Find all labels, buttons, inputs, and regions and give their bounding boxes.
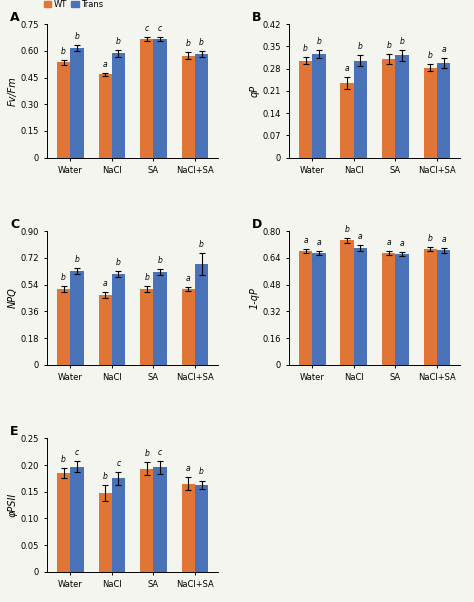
Y-axis label: 1-qP: 1-qP <box>250 287 260 309</box>
Bar <box>99 493 112 572</box>
Text: a: a <box>358 232 363 241</box>
Text: b: b <box>199 240 204 249</box>
Text: b: b <box>61 455 66 464</box>
Bar <box>140 39 154 158</box>
Bar <box>395 55 409 158</box>
Bar <box>112 479 125 572</box>
Text: b: b <box>199 38 204 47</box>
Text: c: c <box>158 448 162 457</box>
Bar <box>99 75 112 158</box>
Text: a: a <box>303 236 308 245</box>
Text: b: b <box>144 449 149 458</box>
Bar <box>112 275 125 365</box>
Text: a: a <box>103 279 108 288</box>
Text: a: a <box>345 64 349 73</box>
Text: b: b <box>157 256 163 265</box>
Text: b: b <box>199 468 204 477</box>
Text: b: b <box>103 473 108 482</box>
Text: a: a <box>441 45 446 54</box>
Bar <box>299 251 312 365</box>
Text: b: b <box>428 51 433 60</box>
Text: b: b <box>74 255 79 264</box>
Text: b: b <box>317 37 321 46</box>
Text: b: b <box>400 37 404 46</box>
Text: b: b <box>186 39 191 48</box>
Bar <box>57 473 70 572</box>
Bar <box>395 253 409 365</box>
Bar <box>70 48 83 158</box>
Bar <box>340 240 354 365</box>
Bar <box>182 55 195 158</box>
Y-axis label: Fv/Fm: Fv/Fm <box>8 76 18 106</box>
Text: a: a <box>103 60 108 69</box>
Text: b: b <box>386 42 391 51</box>
Bar <box>57 63 70 158</box>
Y-axis label: NPQ: NPQ <box>8 288 18 308</box>
Text: a: a <box>386 238 391 247</box>
Text: A: A <box>10 11 19 23</box>
Bar <box>140 469 154 572</box>
Text: b: b <box>61 47 66 56</box>
Bar <box>382 253 395 365</box>
Bar <box>312 54 326 158</box>
Bar <box>99 295 112 365</box>
Bar <box>154 272 167 365</box>
Text: b: b <box>428 234 433 243</box>
Bar <box>182 289 195 365</box>
Text: D: D <box>252 218 262 231</box>
Text: b: b <box>116 258 121 267</box>
Text: b: b <box>61 273 66 282</box>
Bar <box>112 54 125 158</box>
Bar <box>154 467 167 572</box>
Bar <box>424 249 437 365</box>
Bar <box>195 54 208 158</box>
Text: a: a <box>186 274 191 283</box>
Bar <box>70 467 83 572</box>
Text: a: a <box>186 464 191 473</box>
Bar <box>424 67 437 158</box>
Y-axis label: qP: qP <box>250 85 260 97</box>
Text: C: C <box>10 218 19 231</box>
Bar <box>70 272 83 365</box>
Bar <box>140 289 154 365</box>
Text: a: a <box>317 238 321 247</box>
Text: c: c <box>75 448 79 458</box>
Text: E: E <box>10 425 18 438</box>
Bar <box>195 264 208 365</box>
Text: b: b <box>358 42 363 51</box>
Bar <box>437 63 450 158</box>
Bar <box>57 289 70 365</box>
Text: b: b <box>303 44 308 53</box>
Text: a: a <box>441 235 446 244</box>
Bar <box>382 59 395 158</box>
Text: a: a <box>400 239 404 247</box>
Y-axis label: φPSII: φPSII <box>8 493 18 517</box>
Bar <box>195 485 208 572</box>
Text: c: c <box>116 459 120 468</box>
Bar <box>354 248 367 365</box>
Text: c: c <box>145 24 149 33</box>
Legend: WT, Trans: WT, Trans <box>43 0 104 10</box>
Text: b: b <box>345 225 350 234</box>
Bar <box>312 253 326 365</box>
Text: B: B <box>252 11 261 23</box>
Bar <box>354 61 367 158</box>
Bar <box>340 83 354 158</box>
Text: b: b <box>116 37 121 46</box>
Text: b: b <box>74 32 79 41</box>
Text: b: b <box>144 273 149 282</box>
Bar <box>154 39 167 158</box>
Bar <box>299 61 312 158</box>
Bar <box>437 250 450 365</box>
Text: c: c <box>158 23 162 33</box>
Bar <box>182 484 195 572</box>
